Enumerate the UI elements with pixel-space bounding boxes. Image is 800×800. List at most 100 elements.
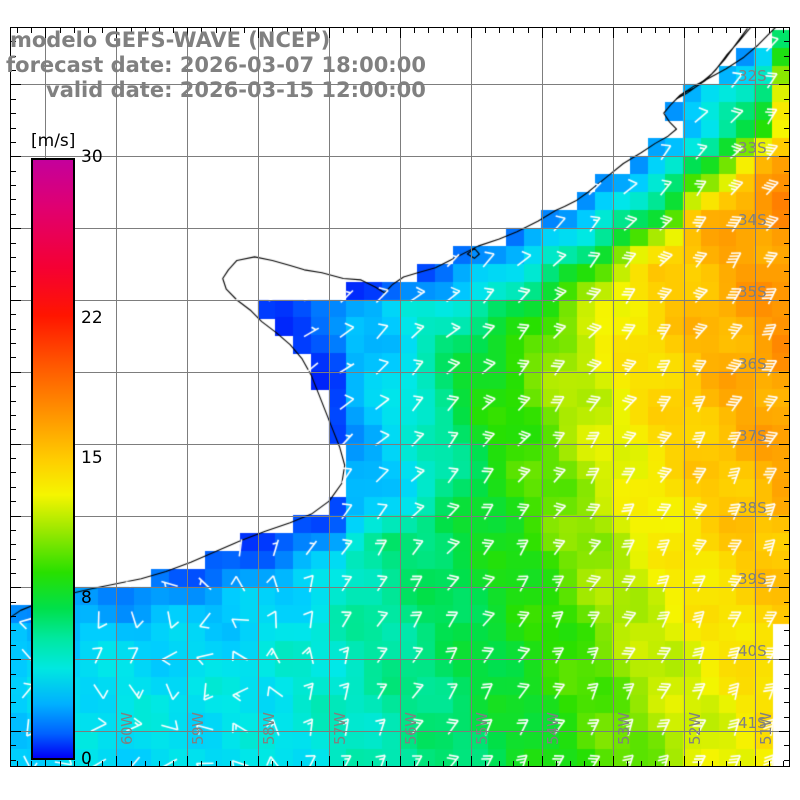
latitude-tick-label: 41S	[738, 714, 767, 732]
grid-line-meridian	[187, 27, 188, 767]
grid-line-meridian	[471, 27, 472, 767]
latitude-tick-label: 33S	[738, 139, 767, 157]
tick-minor-bottom	[45, 761, 46, 767]
tick-minor-top	[60, 27, 61, 33]
tick-minor-bottom	[627, 761, 628, 767]
latitude-tick-label: 37S	[738, 427, 767, 445]
tick-minor-bottom	[755, 761, 756, 767]
latitude-tick-label: 39S	[738, 570, 767, 588]
tick-minor-top	[159, 27, 160, 33]
colorbar-tick-label: 15	[81, 448, 103, 468]
tick-minor-right	[784, 243, 790, 244]
tick-minor-right	[784, 760, 790, 761]
chart-title-block: modelo GEFS-WAVE (NCEP) forecast date: 2…	[0, 28, 520, 103]
tick-minor-right	[784, 401, 790, 402]
tick-minor-top	[485, 27, 486, 33]
tick-minor-bottom	[684, 761, 685, 767]
tick-minor-left	[10, 386, 16, 387]
longitude-tick-label: 58W	[260, 712, 278, 745]
grid-line-parallel	[10, 84, 790, 85]
tick-minor-bottom	[357, 761, 358, 767]
tick-minor-bottom	[116, 761, 117, 767]
map-plot-area[interactable]: 61W60W59W58W57W56W55W54W53W52W51W 32S33S…	[10, 27, 790, 767]
colorbar-unit-label: [m/s]	[31, 131, 76, 151]
tick-minor-left	[10, 516, 16, 517]
grid-line-parallel	[10, 659, 790, 660]
tick-minor-right	[784, 745, 790, 746]
grid-line-meridian	[116, 27, 117, 767]
tick-minor-right	[784, 99, 790, 100]
tick-minor-right	[784, 314, 790, 315]
tick-minor-right	[784, 27, 790, 28]
tick-minor-right	[784, 142, 790, 143]
longitude-tick-label: 56W	[402, 712, 420, 745]
tick-minor-left	[10, 645, 16, 646]
tick-minor-bottom	[131, 761, 132, 767]
tick-minor-bottom	[343, 761, 344, 767]
grid-line-parallel	[10, 731, 790, 732]
tick-minor-top	[102, 27, 103, 33]
tick-minor-right	[784, 70, 790, 71]
tick-minor-top	[88, 27, 89, 33]
tick-minor-top	[698, 27, 699, 33]
colorbar-tick-label: 22	[81, 307, 103, 328]
tick-minor-bottom	[641, 761, 642, 767]
tick-minor-top	[400, 27, 401, 33]
grid-line-parallel	[10, 516, 790, 517]
tick-minor-right	[784, 214, 790, 215]
tick-minor-left	[10, 688, 16, 689]
tick-minor-top	[216, 27, 217, 33]
tick-minor-top	[513, 27, 514, 33]
tick-minor-bottom	[499, 761, 500, 767]
latitude-tick-label: 36S	[738, 355, 767, 373]
tick-minor-top	[443, 27, 444, 33]
tick-minor-left	[10, 70, 16, 71]
tick-minor-left	[10, 99, 16, 100]
tick-minor-top	[740, 27, 741, 33]
tick-minor-right	[784, 602, 790, 603]
tick-minor-bottom	[315, 761, 316, 767]
latitude-tick-label: 34S	[738, 211, 767, 229]
tick-minor-bottom	[145, 761, 146, 767]
tick-minor-top	[258, 27, 259, 33]
tick-minor-left	[10, 300, 16, 301]
grid-line-parallel	[10, 300, 790, 301]
tick-minor-left	[10, 587, 16, 588]
tick-minor-left	[10, 84, 16, 85]
tick-minor-right	[784, 616, 790, 617]
tick-minor-top	[783, 27, 784, 33]
tick-minor-left	[10, 674, 16, 675]
tick-minor-right	[784, 559, 790, 560]
tick-minor-top	[116, 27, 117, 33]
tick-minor-right	[784, 444, 790, 445]
longitude-tick-label: 53W	[615, 712, 633, 745]
tick-minor-left	[10, 573, 16, 574]
tick-minor-bottom	[216, 761, 217, 767]
tick-minor-left	[10, 731, 16, 732]
tick-minor-top	[769, 27, 770, 33]
tick-minor-bottom	[17, 761, 18, 767]
colorbar-tick-label: 8	[81, 588, 92, 609]
tick-minor-right	[784, 41, 790, 42]
tick-minor-left	[10, 401, 16, 402]
tick-minor-top	[528, 27, 529, 33]
tick-minor-bottom	[513, 761, 514, 767]
grid-line-meridian	[329, 27, 330, 767]
tick-minor-top	[726, 27, 727, 33]
tick-minor-bottom	[301, 761, 302, 767]
tick-minor-left	[10, 171, 16, 172]
tick-minor-top	[655, 27, 656, 33]
tick-minor-bottom	[599, 761, 600, 767]
tick-minor-bottom	[485, 761, 486, 767]
tick-minor-left	[10, 113, 16, 114]
tick-minor-bottom	[443, 761, 444, 767]
tick-minor-bottom	[769, 761, 770, 767]
tick-minor-right	[784, 530, 790, 531]
tick-minor-left	[10, 702, 16, 703]
tick-minor-bottom	[74, 761, 75, 767]
tick-minor-bottom	[584, 761, 585, 767]
tick-minor-bottom	[272, 761, 273, 767]
tick-minor-left	[10, 343, 16, 344]
tick-minor-top	[584, 27, 585, 33]
tick-minor-left	[10, 659, 16, 660]
